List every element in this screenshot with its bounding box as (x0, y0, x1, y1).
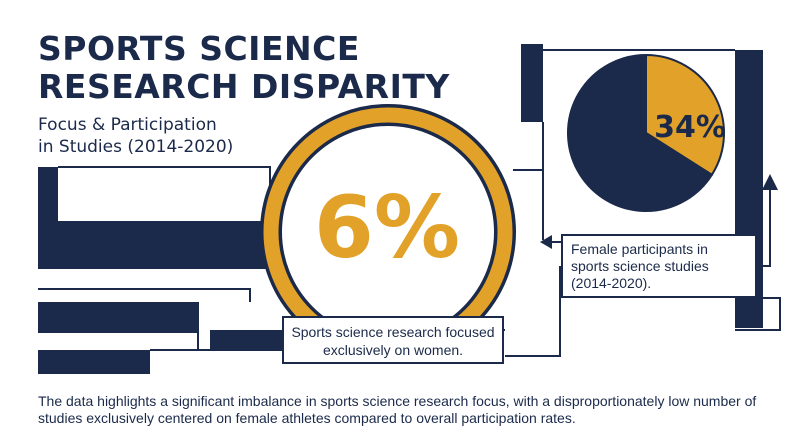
footnote: The data highlights a significant imbala… (38, 393, 757, 426)
deco-block (210, 330, 288, 350)
page-title: SPORTS SCIENCE RESEARCH DISPARITY (38, 30, 450, 106)
pie-slice-other (567, 53, 714, 212)
pie-chart (567, 53, 725, 212)
subtitle-line: Focus & Participation (38, 115, 217, 135)
deco-block (521, 44, 543, 122)
deco-block (38, 167, 58, 221)
deco-block (38, 302, 198, 333)
title-line: SPORTS SCIENCE (38, 29, 360, 68)
pie-description-box: Female participants in sports science st… (561, 234, 757, 298)
deco-block (38, 221, 270, 269)
deco-block (38, 350, 150, 374)
title-line: RESEARCH DISPARITY (38, 67, 450, 106)
gauge-value-label: 6% (313, 178, 460, 278)
pointer-arrow (540, 174, 778, 267)
gauge-description-box: Sports science research focused exclusiv… (282, 316, 504, 364)
pie-slice-label: 34% (654, 110, 726, 145)
subtitle-line: in Studies (2014-2020) (38, 137, 234, 157)
subtitle: Focus & Participation in Studies (2014-2… (38, 114, 233, 158)
